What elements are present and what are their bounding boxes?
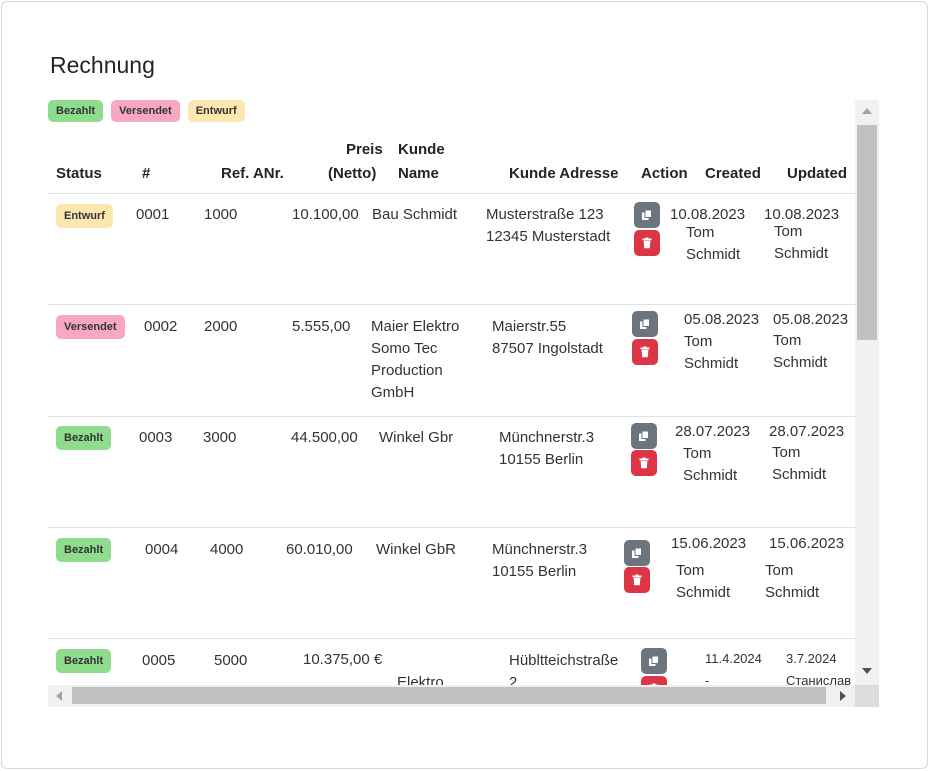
customer-name: Winkel GbR: [376, 541, 457, 558]
status-badge: Bezahlt: [56, 649, 112, 673]
created-date: 11.4.2024: [705, 651, 762, 666]
delete-button[interactable]: [624, 567, 650, 593]
legend-badge-draft: Entwurf: [187, 100, 245, 122]
customer-name: Bau Schmidt: [372, 206, 458, 223]
invoice-number: 0001: [136, 206, 170, 223]
status-badge: Bezahlt: [56, 538, 112, 562]
status-badge: Versendet: [56, 315, 125, 339]
updated-by: Tom Schmidt: [774, 223, 829, 262]
horizontal-scroll-thumb[interactable]: [72, 687, 826, 704]
created-by: -: [705, 673, 710, 688]
created-by: Tom Schmidt: [676, 562, 731, 601]
legend-badge-paid: Bezahlt: [48, 100, 104, 122]
header-price-line1[interactable]: Preis: [346, 141, 383, 158]
updated-date: 15.06.2023: [769, 535, 845, 552]
header-number[interactable]: #: [142, 165, 151, 182]
invoice-number: 0003: [139, 429, 173, 446]
copy-icon: [632, 547, 642, 558]
delete-button[interactable]: [634, 230, 660, 256]
price: 60.010,00: [286, 541, 353, 558]
customer-address: Münchnerstr.3 10155 Berlin: [499, 429, 595, 468]
created-date: 28.07.2023: [675, 423, 751, 440]
legend-badge-sent: Versendet: [111, 100, 180, 122]
scroll-up-arrow-icon[interactable]: [862, 108, 872, 114]
updated-by: Станислав: [786, 673, 852, 688]
customer-address: Münchnerstr.3 10155 Berlin: [492, 541, 588, 580]
delete-button[interactable]: [631, 450, 657, 476]
customer-address: Maierstr.55 87507 Ingolstadt: [492, 318, 603, 357]
status-badge: Bezahlt: [56, 426, 112, 450]
row-divider: [48, 527, 855, 528]
ref-number: 5000: [214, 652, 248, 669]
invoice-number: 0004: [145, 541, 179, 558]
copy-button[interactable]: [634, 202, 660, 228]
header-created[interactable]: Created: [705, 165, 761, 182]
scroll-left-arrow-icon[interactable]: [56, 691, 62, 701]
customer-name: Maier Elektro Somo Tec Production GmbH: [371, 318, 460, 401]
created-date: 10.08.2023: [670, 206, 746, 223]
updated-date: 3.7.2024: [786, 651, 837, 666]
trash-icon: [642, 237, 652, 249]
header-updated[interactable]: Updated: [787, 165, 847, 182]
price: 10.100,00: [292, 206, 359, 223]
customer-address: Musterstraße 123 12345 Musterstadt: [486, 206, 611, 245]
copy-button[interactable]: [641, 648, 667, 674]
created-by: Tom Schmidt: [683, 445, 738, 484]
header-address[interactable]: Kunde Adresse: [509, 165, 619, 182]
header-customer-line2[interactable]: Name: [398, 165, 439, 182]
invoice-number: 0005: [142, 652, 176, 669]
ref-number: 4000: [210, 541, 244, 558]
header-ref[interactable]: Ref. ANr.: [221, 165, 284, 182]
copy-button[interactable]: [632, 311, 658, 337]
price: 44.500,00: [291, 429, 358, 446]
header-customer-line1[interactable]: Kunde: [398, 141, 445, 158]
header-divider: [48, 193, 855, 194]
header-status[interactable]: Status: [56, 165, 102, 182]
price: 10.375,00 €: [303, 651, 383, 668]
ref-number: 3000: [203, 429, 237, 446]
trash-icon: [640, 346, 650, 358]
row-divider: [48, 416, 855, 417]
updated-date: 28.07.2023: [769, 423, 845, 440]
copy-icon: [640, 318, 650, 329]
horizontal-scrollbar[interactable]: [48, 685, 855, 707]
price: 5.555,00: [292, 318, 351, 335]
ref-number: 2000: [204, 318, 238, 335]
updated-date: 05.08.2023: [773, 311, 849, 328]
trash-icon: [632, 574, 642, 586]
updated-by: Tom Schmidt: [772, 444, 827, 483]
customer-name: Winkel Gbr: [379, 429, 454, 446]
created-by: Tom Schmidt: [686, 224, 741, 263]
page-title: Rechnung: [50, 52, 155, 78]
created-date: 05.08.2023: [684, 311, 760, 328]
copy-button[interactable]: [631, 423, 657, 449]
status-legend: Bezahlt Versendet Entwurf: [48, 100, 245, 122]
updated-by: Tom Schmidt: [773, 332, 828, 371]
vertical-scrollbar[interactable]: [855, 100, 879, 685]
scroll-down-arrow-icon[interactable]: [862, 668, 872, 674]
ref-number: 1000: [204, 206, 238, 223]
row-divider: [48, 638, 855, 639]
scrollbar-corner: [855, 685, 879, 707]
delete-button[interactable]: [632, 339, 658, 365]
copy-icon: [649, 655, 659, 666]
created-by: Tom Schmidt: [684, 333, 739, 372]
copy-icon: [639, 430, 649, 441]
scroll-right-arrow-icon[interactable]: [840, 691, 846, 701]
invoice-number: 0002: [144, 318, 178, 335]
customer-address: Hübltteichstraße 2: [509, 652, 619, 691]
created-date: 15.06.2023: [671, 535, 747, 552]
copy-icon: [642, 209, 652, 220]
status-badge: Entwurf: [56, 204, 113, 228]
invoice-table: Bezahlt Versendet Entwurf Status # Ref. …: [48, 100, 880, 708]
header-action: Action: [641, 165, 688, 182]
trash-icon: [639, 457, 649, 469]
vertical-scroll-thumb[interactable]: [857, 125, 877, 340]
copy-button[interactable]: [624, 540, 650, 566]
updated-by: Tom Schmidt: [765, 562, 820, 601]
updated-date: 10.08.2023: [764, 206, 840, 223]
row-divider: [48, 304, 855, 305]
header-price-line2[interactable]: (Netto): [328, 165, 377, 182]
